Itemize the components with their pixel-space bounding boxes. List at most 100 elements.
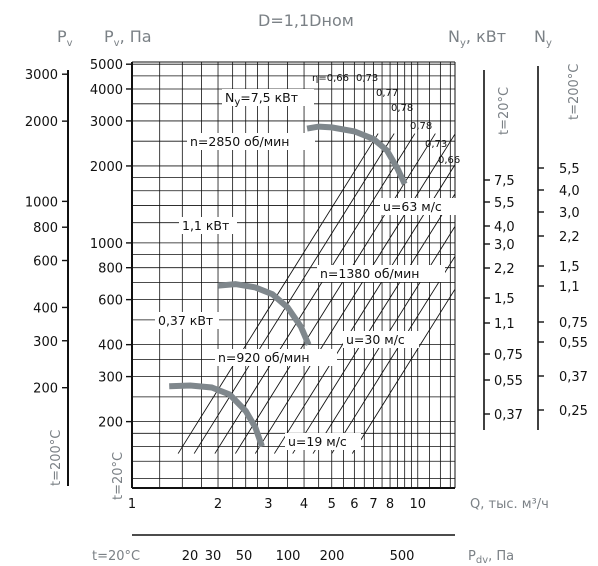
curve-labels: η=0,66 0,73 0,77 0,78 0,78 0,73 0,66 n=2850 об/… <box>155 73 462 450</box>
left-outer-side-label: t=200°C <box>49 430 64 486</box>
right-inner-tick-label: 0,75 <box>494 348 523 363</box>
right-inner-tick-label: 4,0 <box>494 220 515 235</box>
efficiency-line <box>312 225 455 454</box>
right-inner-tick-label: 0,37 <box>494 408 523 423</box>
inner-y-tick-label: 600 <box>98 294 123 309</box>
header: Pv Pv, Па D=1,1Dном Ny, кВт Ny <box>57 11 552 49</box>
speed-label-2850-bg <box>187 133 315 150</box>
right-inner-ny-axis-title: Ny, кВт <box>448 27 506 49</box>
x-tick-label: 7 <box>369 497 377 512</box>
right-outer-tick-label: 1,5 <box>559 260 580 275</box>
x-tick-label: 8 <box>386 497 394 512</box>
efficiency-line <box>254 133 455 454</box>
tip-speed-label-19-bg <box>285 433 361 450</box>
performance-curves <box>169 123 408 448</box>
speed-label-2850: n=2850 об/мин <box>190 134 289 149</box>
bottom-axis-tick-label: 20 <box>182 549 199 564</box>
outer-y-tick-label: 200 <box>33 382 58 397</box>
right-outer-tick-label: 4,0 <box>559 184 580 199</box>
x-tick-label: 2 <box>214 497 222 512</box>
power-label-7-5-bg <box>222 89 314 106</box>
tip-speed-label-63: u=63 м/с <box>383 199 442 214</box>
efficiency-line <box>214 133 416 454</box>
bottom-axis-ticks: 20 30 50 100 200 500 <box>182 549 415 564</box>
efficiency-label: 0,73 <box>356 73 378 84</box>
right-inner-tick-label: 2,2 <box>494 262 515 277</box>
right-outer-tick-label: 3,0 <box>559 206 580 221</box>
performance-curve-1 <box>306 123 408 186</box>
x-tick-label: 1 <box>128 497 136 512</box>
axes: 1 2 3 4 5 6 7 8 10 5000 4000 3000 2000 1000 800 600 400 3… <box>25 58 588 512</box>
speed-label-920-bg <box>215 349 337 366</box>
speed-label-1380: n=1380 об/мин <box>320 266 419 281</box>
outer-y-tick-label: 2000 <box>25 115 58 130</box>
performance-curve-3 <box>169 382 265 448</box>
efficiency-label: 0,66 <box>438 155 460 166</box>
efficiency-line <box>274 163 455 454</box>
inner-y-tick-label: 5000 <box>90 58 123 73</box>
tip-speed-label-19: u=19 м/с <box>288 434 347 449</box>
chart-title: D=1,1Dном <box>258 11 354 30</box>
efficiency-line <box>193 133 395 454</box>
efficiency-line <box>234 133 436 454</box>
right-inner-tick-label: 5,5 <box>494 196 515 211</box>
bottom-axis-left-label: t=20°C <box>92 549 140 564</box>
efficiency-label: 0,78 <box>410 121 432 132</box>
right-outer-ny-axis-title: Ny <box>534 27 552 49</box>
efficiency-label: 0,77 <box>376 88 398 99</box>
outer-y-tick-label: 600 <box>33 255 58 270</box>
outer-pv-axis-title: Pv <box>57 27 73 49</box>
inner-y-tick-label: 2000 <box>90 160 123 175</box>
right-outer-tick-label: 0,75 <box>559 316 588 331</box>
tip-speed-label-63-bg <box>380 198 462 215</box>
tip-speed-label-30-bg <box>343 331 419 348</box>
outer-y-tick-label: 800 <box>33 221 58 236</box>
power-label-1-1-bg <box>179 217 237 234</box>
efficiency-line <box>331 255 455 454</box>
inner-y-tick-label: 800 <box>98 262 123 277</box>
inner-y-tick-label: 4000 <box>90 83 123 98</box>
x-tick-label: 4 <box>300 497 308 512</box>
left-inner-side-label: t=20°C <box>111 452 126 500</box>
outer-y-tick-label: 3000 <box>25 68 58 83</box>
x-axis-title: Q, тыс. м³/ч <box>470 497 549 512</box>
speed-label-1380-bg <box>317 265 445 282</box>
right-outer-tick-label: 0,55 <box>559 336 588 351</box>
right-inner-tick-label: 1,1 <box>494 317 515 332</box>
right-outer-side-label: t=200°C <box>567 64 582 120</box>
inner-y-tick-label: 1000 <box>90 237 123 252</box>
x-tick-label: 3 <box>264 497 272 512</box>
right-outer-tick-label: 5,5 <box>559 162 580 177</box>
outer-y-tick-label: 300 <box>33 335 58 350</box>
outer-y-tick-label: 1000 <box>25 195 58 210</box>
power-label-0-37: 0,37 кВт <box>158 313 213 328</box>
tip-speed-label-30: u=30 м/с <box>346 332 405 347</box>
right-outer-tick-label: 0,25 <box>559 404 588 419</box>
efficiency-line <box>351 288 455 454</box>
right-outer-tick-label: 0,37 <box>559 370 588 385</box>
right-inner-side-label: t=20°C <box>497 87 512 135</box>
bottom-axis-tick-label: 50 <box>236 549 253 564</box>
performance-curve-2 <box>217 281 312 346</box>
bottom-axis-tick-label: 30 <box>205 549 222 564</box>
efficiency-label: 0,73 <box>425 139 447 150</box>
efficiency-line <box>292 192 455 454</box>
speed-label-920: n=920 об/мин <box>218 350 310 365</box>
outer-y-tick-label: 400 <box>33 301 58 316</box>
inner-y-tick-label: 400 <box>98 339 123 354</box>
x-tick-label: 5 <box>328 497 336 512</box>
x-tick-label: 6 <box>350 497 358 512</box>
efficiency-label: η=0,66 <box>312 73 349 84</box>
bottom-axis-tick-label: 200 <box>320 549 345 564</box>
bottom-axis-tick-label: 500 <box>390 549 415 564</box>
power-label-1-1: 1,1 кВт <box>182 218 229 233</box>
right-inner-tick-label: 1,5 <box>494 292 515 307</box>
right-outer-tick-label: 2,2 <box>559 230 580 245</box>
power-label-0-37-bg <box>155 312 219 329</box>
bottom-axis-title: Pdv, Па <box>468 549 514 566</box>
inner-y-tick-label: 3000 <box>90 115 123 130</box>
right-inner-tick-label: 7,5 <box>494 174 515 189</box>
x-tick-label: 10 <box>409 497 426 512</box>
right-inner-tick-label: 3,0 <box>494 238 515 253</box>
